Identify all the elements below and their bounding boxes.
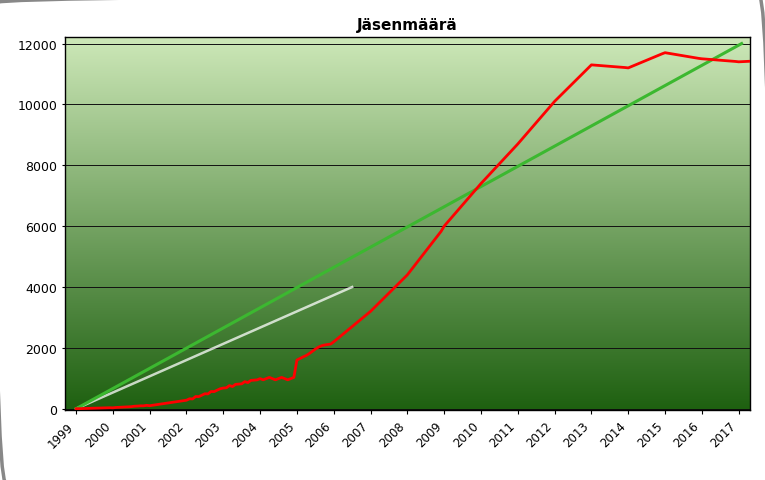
Title: Jäsenmäärä: Jäsenmäärä xyxy=(357,18,457,33)
